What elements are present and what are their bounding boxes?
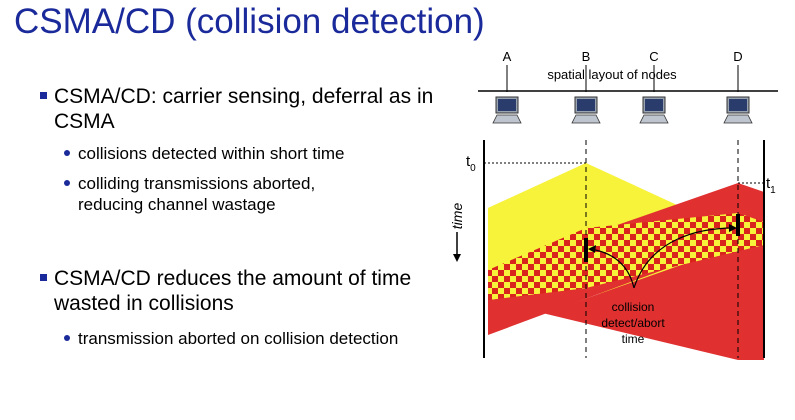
- t0-label: t0: [466, 153, 476, 174]
- collision-label-line-2: detect/abort: [601, 316, 665, 330]
- page-title: CSMA/CD (collision detection): [14, 2, 485, 41]
- square-bullet-icon: [40, 92, 47, 99]
- computer-c-icon: [639, 96, 669, 124]
- sub-bullet-1-1-text: collisions detected within short time: [78, 144, 345, 163]
- computer-b-icon: [571, 96, 601, 124]
- node-label-a: A: [503, 49, 512, 64]
- node-label-b: B: [582, 49, 591, 64]
- bullet-2: CSMA/CD reduces the amount of time waste…: [40, 266, 420, 316]
- node-label-c: C: [649, 49, 658, 64]
- dot-bullet-icon: [64, 335, 70, 341]
- t1-label: t1: [766, 175, 776, 196]
- computer-a-icon: [492, 96, 522, 124]
- callout-curve-d: [633, 227, 735, 289]
- bullet-1-text: CSMA/CD: carrier sensing, deferral as in…: [54, 85, 434, 133]
- transmission-d-red: [488, 183, 764, 360]
- bullet-2-text: CSMA/CD reduces the amount of time waste…: [54, 267, 412, 315]
- dot-bullet-icon: [64, 150, 70, 156]
- bullet-1: CSMA/CD: carrier sensing, deferral as in…: [40, 84, 440, 134]
- sub-bullet-2-1: transmission aborted on collision detect…: [64, 328, 404, 349]
- time-arrow-icon: [453, 254, 461, 262]
- sub-bullet-1-2: colliding transmissions aborted, reducin…: [64, 173, 384, 215]
- square-bullet-icon: [40, 274, 47, 281]
- sub-bullet-1-2-text: colliding transmissions aborted, reducin…: [78, 174, 316, 214]
- collision-label-line-1: collision: [612, 300, 655, 314]
- callout-curve-b: [589, 248, 635, 289]
- collision-label-line-3: time: [622, 332, 645, 346]
- sub-bullet-1-1: collisions detected within short time: [64, 143, 424, 164]
- dot-bullet-icon: [64, 180, 70, 186]
- callout-arrow-b-icon: [588, 245, 596, 253]
- layout-label: spatial layout of nodes: [547, 67, 677, 82]
- computer-d-icon: [723, 96, 753, 124]
- node-label-d: D: [733, 49, 742, 64]
- callout-arrow-d-icon: [729, 224, 737, 232]
- collision-region-left: [488, 236, 586, 300]
- time-label: time: [449, 203, 465, 230]
- sub-bullet-2-1-text: transmission aborted on collision detect…: [78, 329, 399, 348]
